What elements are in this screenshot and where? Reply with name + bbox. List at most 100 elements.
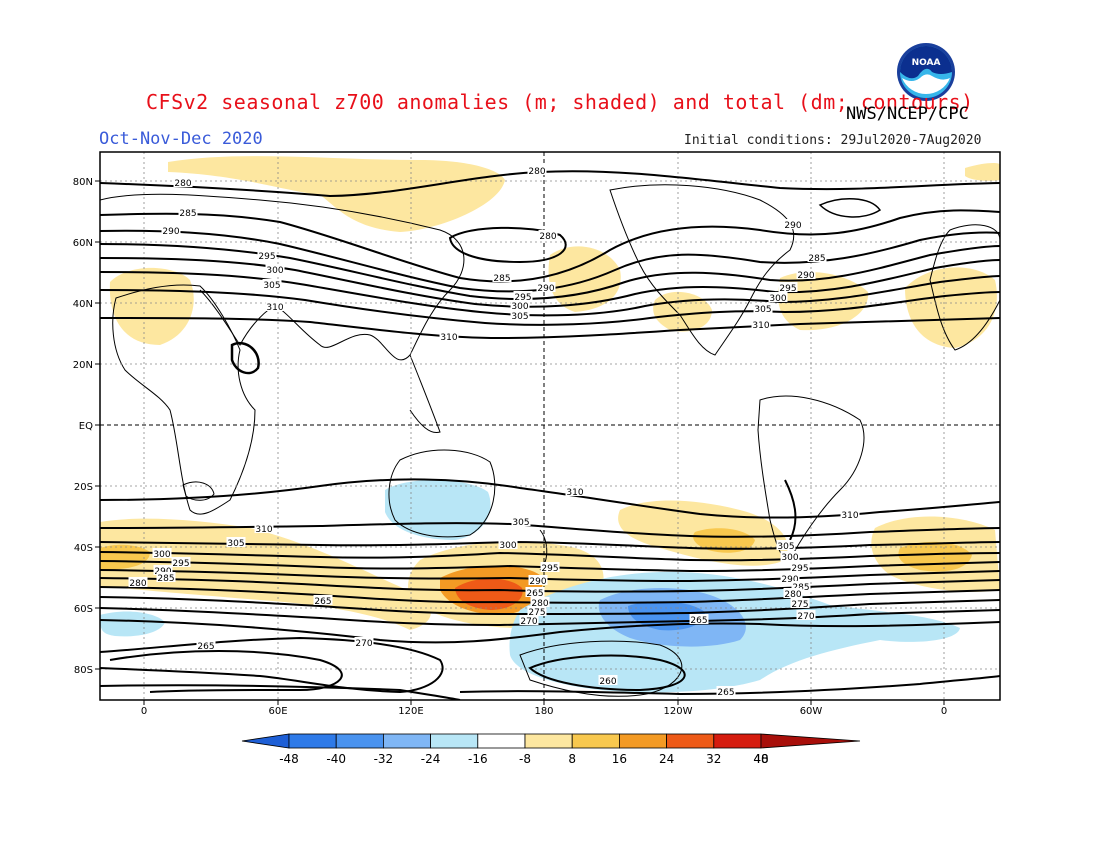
svg-text:NOAA: NOAA [912, 58, 941, 68]
colorbar-label: 40 [753, 752, 768, 766]
contour-label: 305 [777, 542, 794, 552]
contour-label-bg [265, 301, 285, 311]
contour-label: 300 [153, 550, 170, 560]
contour-label: 295 [258, 252, 275, 262]
lon-tick-label: 120W [664, 706, 693, 717]
contour-label: 265 [526, 589, 543, 599]
colorbar-segment [335, 733, 384, 749]
contour-label: 295 [779, 284, 796, 294]
contour-label-bg [492, 272, 512, 282]
contour-label-bg [768, 292, 788, 302]
contour-label-bg [790, 598, 810, 608]
contour-label: 290 [529, 577, 546, 587]
contour-label-bg [753, 303, 773, 313]
longitude-axis: 0 60E 120E 180 120W 60W 0 [141, 700, 947, 717]
colorbar-segment [382, 733, 431, 749]
contour-label: 290 [781, 575, 798, 585]
contour-label: 305 [754, 305, 771, 315]
contour-label: 270 [520, 617, 537, 627]
contour-label-bg [790, 562, 810, 572]
contour-label: 300 [511, 302, 528, 312]
contour-label: 280 [539, 232, 556, 242]
latitude-axis: 80N 60N 40N 20N EQ 20S 40S 60S 80S [73, 177, 100, 676]
colorbar-label: -32 [374, 752, 394, 766]
contour-label-bg [439, 331, 459, 341]
contour-label: 285 [493, 274, 510, 284]
contour-label-bg [152, 548, 172, 558]
contour-label-bg [498, 539, 518, 549]
lon-tick-label: 0 [141, 706, 147, 717]
contour-label-bg [153, 565, 173, 575]
lat-tick-label: EQ [79, 421, 93, 432]
contour-label: 265 [717, 688, 734, 698]
contour-label: 265 [314, 597, 331, 607]
map-frame [99, 151, 1001, 701]
contour-label: 310 [266, 303, 283, 313]
colorbar-label: -24 [421, 752, 441, 766]
colorbar-label: -40 [326, 752, 346, 766]
contour-label-bg [538, 230, 558, 240]
contour-label-bg [776, 540, 796, 550]
contour-labels: 2802802802852902953003053102852902953003… [128, 165, 860, 698]
contour-label-bg [313, 595, 333, 605]
colorbar-label: -8 [519, 752, 531, 766]
contour-label-bg [161, 225, 181, 235]
contour-label: 305 [512, 518, 529, 528]
contour-label-bg [796, 269, 816, 279]
contour-label: 305 [263, 281, 280, 291]
contour-label: 310 [566, 488, 583, 498]
colorbar-segment [241, 733, 290, 749]
colorbar-label: -48 [279, 752, 299, 766]
height-contours [100, 170, 1000, 700]
lon-tick-label: 60E [268, 706, 287, 717]
contour-label-bg [511, 516, 531, 526]
colorbar-label: 16 [612, 752, 627, 766]
agency-label: NWS/NCEP/CPC [846, 104, 969, 124]
contour-label: 260 [599, 677, 616, 687]
lat-tick-label: 60N [73, 238, 93, 249]
colorbar-segment [571, 733, 620, 749]
contour-label-bg [536, 282, 556, 292]
contour-label: 265 [690, 616, 707, 626]
contour-label-bg [716, 686, 736, 696]
contour-label-bg [156, 572, 176, 582]
lat-tick-label: 60S [74, 604, 93, 615]
contour-label-bg [178, 207, 198, 217]
contour-label: 300 [781, 553, 798, 563]
contour-label: 295 [791, 564, 808, 574]
lon-tick-label: 120E [398, 706, 423, 717]
contour-label-bg [791, 581, 811, 591]
contour-label: 300 [266, 266, 283, 276]
contour-label-bg [513, 291, 533, 301]
contour-label: 280 [174, 179, 191, 189]
colorbar-label: 8 [568, 752, 576, 766]
contour-label-bg [527, 165, 547, 175]
lat-tick-label: 20S [74, 482, 93, 493]
contour-label: 280 [528, 167, 545, 177]
contour-label-bg [530, 597, 550, 607]
contour-label-bg [780, 551, 800, 561]
contour-label: 300 [769, 294, 786, 304]
contour-label-bg [262, 279, 282, 289]
contour-label-bg [226, 537, 246, 547]
contour-label: 280 [531, 599, 548, 609]
contour-label: 290 [784, 221, 801, 231]
contour-label-bg [780, 573, 800, 583]
lon-tick-label: 180 [534, 706, 553, 717]
contour-label: 295 [172, 559, 189, 569]
contour-label-bg [807, 252, 827, 262]
colorbar-label: -16 [468, 752, 488, 766]
contour-label: 310 [841, 511, 858, 521]
contour-label: 275 [528, 608, 545, 618]
contour-label: 290 [797, 271, 814, 281]
lon-tick-label: 0 [941, 706, 947, 717]
contour-label-bg [796, 610, 816, 620]
colorbar-segment [430, 733, 479, 749]
contour-label: 300 [499, 541, 516, 551]
contour-label: 305 [511, 312, 528, 322]
colorbar-segment [760, 733, 861, 749]
contour-label: 310 [255, 525, 272, 535]
contour-label-bg [783, 588, 803, 598]
